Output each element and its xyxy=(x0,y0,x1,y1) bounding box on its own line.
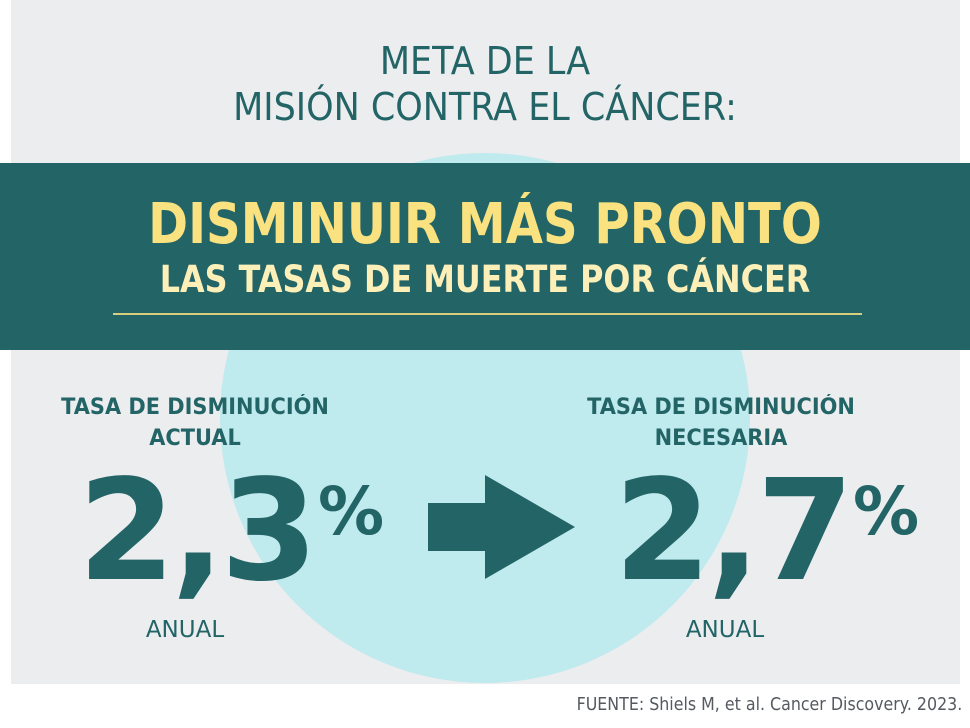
banner-subhead: LAS TASAS DE MUERTE POR CÁNCER xyxy=(159,258,811,301)
needed-rate-label: TASA DE DISMINUCIÓN NECESARIA xyxy=(574,392,869,454)
banner-divider xyxy=(113,313,862,315)
current-rate-label: TASA DE DISMINUCIÓN ACTUAL xyxy=(48,392,343,454)
needed-label-line-2: NECESARIA xyxy=(654,426,788,451)
current-label-line-1: TASA DE DISMINUCIÓN xyxy=(61,395,329,420)
current-label-line-2: ACTUAL xyxy=(149,426,241,451)
headline-banner xyxy=(0,163,970,350)
source-citation: FUENTE: Shiels M, et al. Cancer Discover… xyxy=(576,694,962,715)
needed-rate-period: ANUAL xyxy=(685,617,765,643)
current-rate-value: 2,3 xyxy=(78,450,318,613)
current-rate-period: ANUAL xyxy=(145,617,225,643)
needed-rate-value: 2,7 xyxy=(614,450,854,613)
title-line-1: META DE LA xyxy=(379,39,591,83)
banner-headline: DISMINUIR MÁS PRONTO xyxy=(148,192,822,257)
needed-label-line-1: TASA DE DISMINUCIÓN xyxy=(587,395,855,420)
current-rate-percent: % xyxy=(318,473,385,550)
title-line-2: MISIÓN CONTRA EL CÁNCER: xyxy=(233,85,737,129)
page-title: META DE LA MISIÓN CONTRA EL CÁNCER: xyxy=(39,38,931,130)
needed-rate-percent: % xyxy=(853,473,920,550)
arrow-right-icon xyxy=(428,475,575,579)
